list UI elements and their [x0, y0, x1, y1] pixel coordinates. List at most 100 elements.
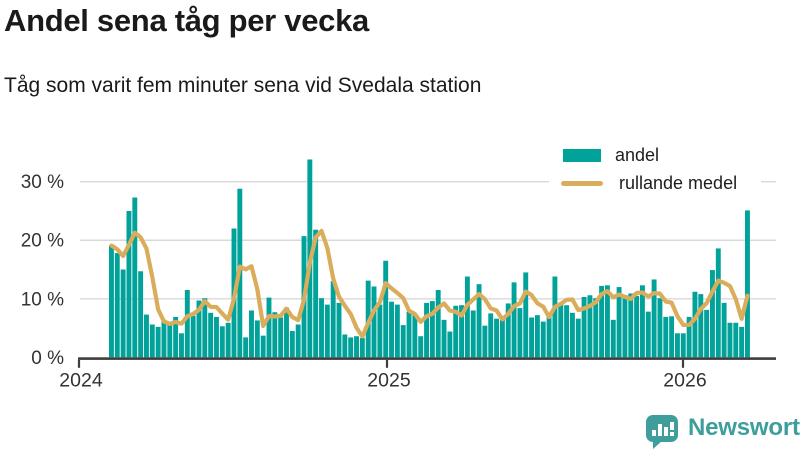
bar [359, 337, 365, 358]
bar [745, 210, 750, 358]
bar [313, 229, 319, 358]
bar [243, 337, 249, 358]
bar [324, 304, 330, 358]
bar [254, 320, 260, 358]
bar [144, 314, 149, 358]
bar [710, 270, 715, 358]
bar [394, 304, 400, 358]
bar [184, 289, 190, 358]
bar [476, 284, 482, 358]
bar [214, 316, 219, 358]
bar [628, 293, 634, 358]
bar [634, 295, 640, 358]
bar [488, 313, 494, 358]
bar [686, 316, 692, 358]
bar [593, 298, 599, 358]
bar [459, 305, 464, 358]
bar [196, 300, 202, 358]
bar [721, 302, 727, 358]
bar [733, 322, 739, 358]
bar [120, 269, 126, 358]
bar [406, 311, 412, 358]
x-axis-tick-label: 2025 [367, 369, 411, 391]
bar [138, 271, 144, 358]
y-axis-tick-label: 20 % [21, 231, 64, 252]
bar [441, 319, 447, 358]
bar [412, 314, 418, 358]
bar [266, 297, 272, 358]
bar [511, 282, 517, 358]
bar [319, 298, 324, 358]
line-series-swatch [561, 180, 603, 186]
bar [377, 304, 383, 358]
bar [260, 335, 266, 358]
bar [161, 319, 167, 358]
bar [330, 281, 336, 358]
bar [336, 302, 342, 358]
chart-legend: andel rullande medel [549, 140, 761, 200]
bar [208, 312, 214, 358]
bar [529, 317, 535, 358]
bar [219, 326, 225, 358]
bar [202, 298, 208, 358]
bar [663, 316, 669, 358]
bar [604, 285, 610, 358]
bar [278, 317, 284, 358]
bar [284, 307, 289, 358]
bar [540, 321, 546, 358]
bar [132, 197, 138, 358]
y-axis-tick-label: 0 % [31, 348, 64, 369]
bar [704, 309, 710, 358]
bar-chart-speech-bubble-icon [646, 415, 678, 449]
page-subtitle: Tåg som varit fem minuter sena vid Sveda… [4, 74, 482, 97]
legend-item-rullande-medel: rullande medel [561, 172, 755, 194]
bar [272, 312, 278, 358]
bar [698, 294, 704, 358]
bar [289, 330, 295, 358]
bar [167, 324, 173, 358]
bar [558, 303, 564, 358]
bar [190, 315, 196, 358]
bar [435, 289, 441, 358]
bar [383, 260, 389, 358]
legend-label: andel [615, 145, 660, 165]
bar [651, 279, 657, 358]
rolling-mean-line [109, 228, 750, 339]
bar [429, 301, 435, 358]
bar [505, 303, 511, 358]
bar [564, 305, 570, 358]
bar [389, 301, 394, 358]
bar [639, 285, 645, 358]
brand-name: Newsworthy [688, 414, 800, 441]
bar-series-swatch [563, 148, 601, 162]
bar [523, 272, 529, 358]
page-title: Andel sena tåg per vecka [4, 3, 369, 38]
bar [225, 322, 231, 358]
bar [447, 331, 453, 358]
bar [534, 315, 540, 358]
bar [494, 318, 500, 358]
bar [173, 316, 179, 358]
bar [569, 312, 575, 358]
bar [155, 326, 161, 358]
newsworthy-logo: Newsworthy [646, 411, 800, 449]
bar [179, 333, 184, 358]
bar [552, 276, 558, 358]
bar [354, 336, 359, 358]
bar [616, 287, 622, 358]
bar [610, 319, 616, 358]
x-axis-tick-label: 2024 [59, 369, 103, 391]
bar [371, 286, 377, 358]
bar [599, 285, 605, 358]
bar [517, 308, 523, 358]
bar [645, 311, 651, 358]
legend-item-andel: andel [563, 144, 755, 166]
bar [680, 333, 686, 358]
bar [424, 302, 429, 358]
bar [692, 291, 698, 358]
bar [575, 318, 581, 358]
bar [675, 333, 680, 358]
bar [109, 245, 114, 358]
y-axis-tick-label: 30 % [21, 172, 64, 193]
